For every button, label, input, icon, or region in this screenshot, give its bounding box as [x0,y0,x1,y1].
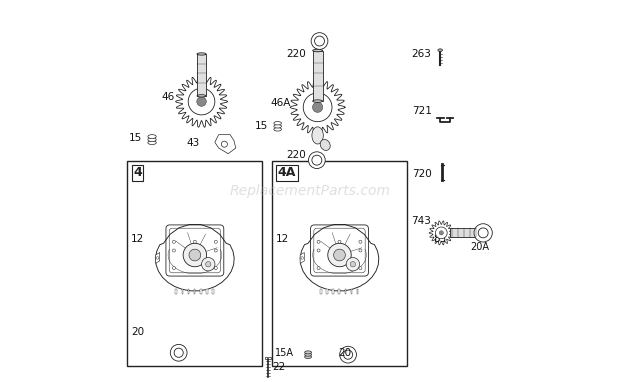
Text: ReplacementParts.com: ReplacementParts.com [229,184,391,198]
Bar [197,54,206,96]
Circle shape [189,249,201,261]
Circle shape [346,257,360,271]
Ellipse shape [320,139,330,151]
Circle shape [170,345,187,361]
Circle shape [312,102,323,112]
Bar [182,289,183,295]
Text: 721: 721 [412,106,432,116]
Circle shape [193,240,197,243]
Bar [320,289,322,295]
Ellipse shape [274,125,281,128]
Ellipse shape [312,100,322,102]
Ellipse shape [274,121,281,125]
Polygon shape [156,225,234,291]
Polygon shape [156,253,160,264]
Polygon shape [300,225,379,291]
Circle shape [215,267,217,270]
Bar [206,289,208,295]
Circle shape [359,267,362,270]
Circle shape [221,141,228,147]
Bar [345,289,346,295]
Text: 220: 220 [286,150,306,160]
Text: 12: 12 [276,234,289,244]
Bar [175,289,177,295]
Bar [357,289,358,295]
Circle shape [172,267,175,270]
Bar [326,289,328,295]
Bar [127,160,262,366]
Circle shape [206,262,211,267]
Text: 22: 22 [272,362,285,372]
Ellipse shape [148,135,156,139]
Text: 83: 83 [433,234,446,244]
Text: 720: 720 [412,169,432,179]
Circle shape [309,152,326,168]
Text: 20A: 20A [470,242,489,252]
Circle shape [340,346,356,363]
Ellipse shape [304,355,311,358]
Circle shape [172,249,175,252]
Bar [312,50,322,101]
Ellipse shape [304,353,311,356]
Circle shape [301,257,304,259]
Bar [450,228,477,238]
Polygon shape [300,253,304,264]
Polygon shape [215,135,236,154]
Circle shape [439,231,443,235]
Circle shape [334,249,345,261]
Text: 20: 20 [131,327,144,337]
Circle shape [317,240,320,243]
Text: 263: 263 [411,49,431,59]
Circle shape [317,267,320,270]
Ellipse shape [197,95,206,97]
Bar [200,289,202,295]
Circle shape [350,262,356,267]
Text: 43: 43 [187,138,200,149]
Circle shape [197,97,206,106]
Text: 20: 20 [339,348,352,358]
Bar [332,289,334,295]
Circle shape [156,257,159,259]
Circle shape [328,243,351,267]
Circle shape [183,243,206,267]
Text: 220: 220 [286,49,306,59]
Text: 15: 15 [255,121,268,131]
Circle shape [435,227,447,239]
Circle shape [188,88,215,115]
Ellipse shape [312,127,323,144]
Ellipse shape [148,141,156,144]
Bar [265,357,271,359]
Ellipse shape [312,49,322,52]
Text: 743: 743 [411,217,431,227]
Circle shape [474,224,492,242]
Circle shape [317,249,320,252]
Text: 4A: 4A [278,166,296,179]
Ellipse shape [304,351,311,354]
Circle shape [359,240,362,243]
Ellipse shape [148,138,156,141]
Text: 46A: 46A [270,99,291,108]
Bar [194,289,195,295]
Bar [272,160,407,366]
Text: 15: 15 [128,133,142,143]
Ellipse shape [438,49,443,52]
Bar [212,289,214,295]
Text: 4: 4 [133,166,142,179]
Circle shape [303,93,332,121]
Text: 12: 12 [131,234,144,244]
Circle shape [172,240,175,243]
Circle shape [202,257,215,271]
Bar [188,289,189,295]
Circle shape [311,33,328,49]
Circle shape [359,249,362,252]
Circle shape [338,240,341,243]
Bar [339,289,340,295]
Circle shape [215,240,217,243]
Circle shape [215,249,217,252]
Ellipse shape [274,128,281,131]
Bar [351,289,352,295]
Text: 15A: 15A [275,348,294,358]
Ellipse shape [197,53,206,55]
Text: 46: 46 [162,92,175,102]
